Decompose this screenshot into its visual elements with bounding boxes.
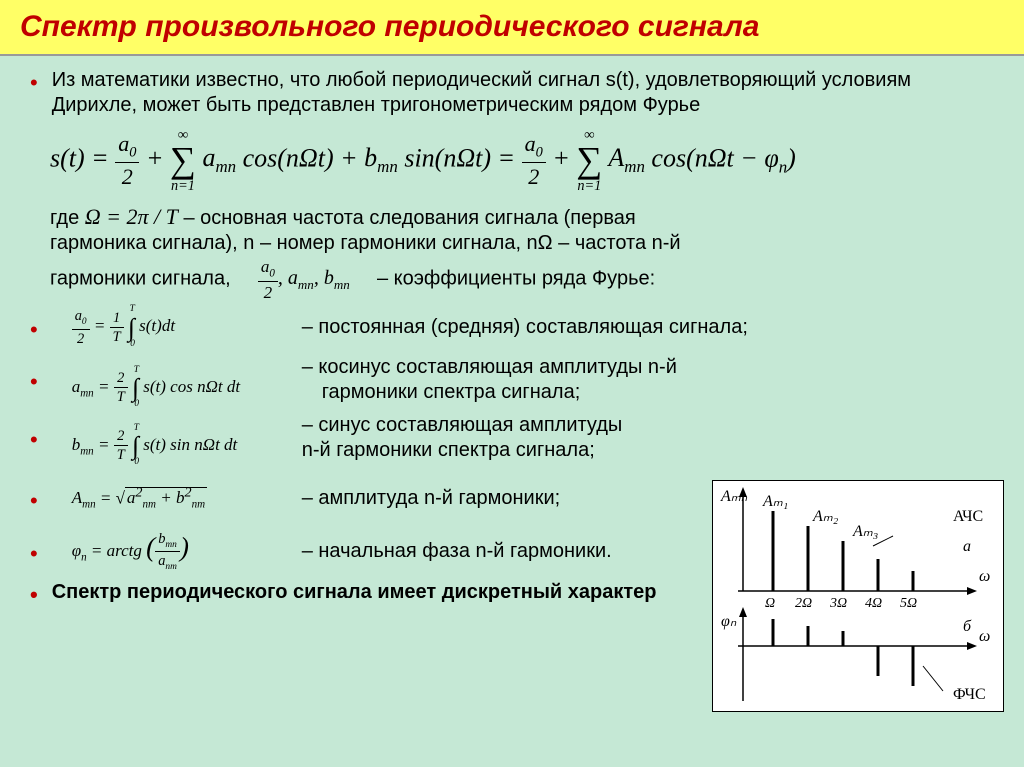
svg-text:3Ω: 3Ω — [829, 596, 847, 611]
bullet-icon: • — [30, 315, 38, 341]
page-title: Спектр произвольного периодического сигн… — [20, 10, 1004, 44]
bullet-icon: • — [30, 425, 38, 451]
svg-text:2Ω: 2Ω — [795, 596, 812, 611]
coeff-a0-row: • a02 = 1T T∫0 s(t)dt – постоянная (сред… — [30, 305, 994, 349]
bullet-icon: • — [30, 580, 38, 606]
y-axis-top-label: Aₘₙ — [720, 488, 748, 505]
svg-text:ω: ω — [979, 628, 990, 645]
bullet-icon: • — [30, 539, 38, 565]
where-block: где Ω = 2π / T – основная частота следов… — [50, 203, 994, 303]
svg-text:ФЧС: ФЧС — [953, 686, 986, 703]
intro-text: Из математики известно, что любой период… — [52, 68, 994, 118]
formula-bmn: bmn = 2T T∫0 s(t) sin nΩt dt — [52, 410, 302, 466]
svg-text:4Ω: 4Ω — [865, 596, 882, 611]
desc-a0: – постоянная (средняя) составляющая сигн… — [302, 315, 994, 340]
bullet-icon: • — [30, 68, 38, 118]
svg-text:а: а — [963, 538, 971, 555]
formula-phase: φn = arctg (bmnanm) — [52, 530, 302, 574]
y-axis-bot-label: φₙ — [721, 613, 737, 630]
title-bar: Спектр произвольного периодического сигн… — [0, 0, 1024, 56]
svg-text:Aₘ₃: Aₘ₃ — [852, 523, 878, 540]
svg-text:б: б — [963, 618, 972, 635]
coeff-amn-row: • amn = 2T T∫0 s(t) cos nΩt dt – косинус… — [30, 352, 994, 408]
coeff-bmn-row: • bmn = 2T T∫0 s(t) sin nΩt dt – синус с… — [30, 410, 994, 466]
desc-bmn: – синус составляющая амплитуды n-й гармо… — [302, 413, 994, 463]
formula-a0: a02 = 1T T∫0 s(t)dt — [52, 305, 302, 349]
bullet-icon: • — [30, 367, 38, 393]
fourier-series-formula: s(t) = a02 + ∞∑n=1 amn cos(nΩt) + bmn si… — [50, 128, 994, 193]
svg-text:5Ω: 5Ω — [900, 596, 917, 611]
formula-amplitude: Amn = √a2nm + b2nm — [52, 485, 302, 513]
intro-bullet: • Из математики известно, что любой пери… — [30, 68, 994, 118]
svg-text:Aₘ₁: Aₘ₁ — [762, 493, 788, 510]
bullet-icon: • — [30, 486, 38, 512]
desc-amn: – косинус составляющая амплитуды n-й гар… — [302, 355, 994, 405]
svg-text:Ω: Ω — [765, 596, 775, 611]
spectrum-diagram: Aₘₙ ω Aₘ₁ Aₘ₂ Aₘ₃ Ω 2Ω 3Ω 4Ω 5Ω АЧС а φₙ… — [712, 480, 1004, 712]
formula-amn: amn = 2T T∫0 s(t) cos nΩt dt — [52, 352, 302, 408]
svg-text:АЧС: АЧС — [953, 508, 983, 525]
x-axis-label: ω — [979, 568, 990, 585]
svg-text:Aₘ₂: Aₘ₂ — [812, 508, 839, 525]
